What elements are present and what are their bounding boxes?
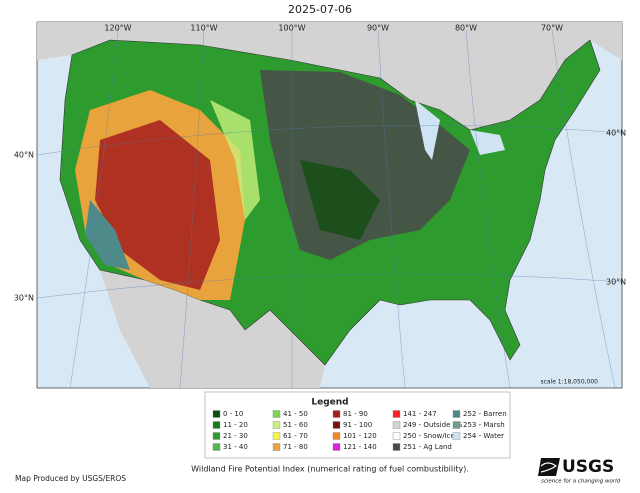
great-lakes [415,100,505,160]
legend-swatch [452,410,461,418]
legend-label: 91 - 100 [343,421,372,429]
legend-swatch [392,410,401,418]
legend-label: 253 - Marsh [463,421,505,429]
fire-core [95,120,220,290]
latitude-label: 30°N [14,294,34,303]
longitude-label: 120°W [104,24,131,33]
map-title: 2025-07-06 [288,3,352,16]
legend-label: 252 - Barren [463,410,507,418]
legend-swatch [272,432,281,440]
legend-items: 0 - 10 11 - 20 21 - 30 31 - 40 41 - 50 51 - 6… [212,410,507,451]
latitude-label: 30°N [606,278,626,287]
legend-swatch [392,443,401,451]
latitude-label: 40°N [606,129,626,138]
dense-green [300,160,380,240]
legend-label: 141 - 247 [403,410,437,418]
latitude-label: 40°N [14,151,34,160]
map-frame: scale 1:18,050,000 [36,21,623,389]
legend-label: 81 - 90 [343,410,368,418]
legend-label: 71 - 80 [283,443,308,451]
legend-swatch [452,432,461,440]
legend-label: 251 - Ag Land [403,443,452,451]
barren [85,200,130,270]
scale-label: scale 1:18,050,000 [540,379,598,386]
ag-land [260,70,470,260]
graticule [36,29,623,389]
legend-label: 51 - 60 [283,421,308,429]
legend-swatch [212,421,221,429]
logo-mark [538,458,560,476]
legend-label: 249 - Outside US [403,421,463,429]
legend-label: 21 - 30 [223,432,248,440]
legend-swatch [452,421,461,429]
logo-tagline: science for a changing world [541,479,621,485]
legend-label: 11 - 20 [223,421,248,429]
credit: Map Produced by USGS/EROS [15,474,126,483]
legend-label: 0 - 10 [223,410,243,418]
longitude-label: 90°W [367,24,389,33]
longitude-label: 100°W [278,24,305,33]
legend-label: 41 - 50 [283,410,308,418]
legend-swatch [272,421,281,429]
caption: Wildland Fire Potential Index (numerical… [191,465,469,474]
legend-label: 121 - 140 [343,443,377,451]
longitude-label: 110°W [190,24,217,33]
longitude-label: 80°W [455,24,477,33]
legend-swatch [392,421,401,429]
legend-swatch [332,421,341,429]
legend-swatch [272,443,281,451]
legend-label: 31 - 40 [223,443,248,451]
canada [37,22,622,130]
legend-swatch [212,432,221,440]
legend-label: 61 - 70 [283,432,308,440]
longitude-label: 70°W [541,24,563,33]
logo-wave [540,462,558,473]
legend-swatch [332,410,341,418]
graticule-labels: 120°W 110°W 100°W 90°W 80°W 70°W 40°N 40°N 30°N 3… [14,24,626,303]
legend-swatch [392,432,401,440]
legend-label: 250 - Snow/Ice [403,432,455,440]
legend-swatch [212,410,221,418]
legend-title: Legend [311,398,348,408]
mexico [100,270,325,388]
legend-swatch [332,443,341,451]
logo-name: USGS [562,457,614,477]
legend-swatch [272,410,281,418]
legend-swatch [212,443,221,451]
legend-label: 101 - 120 [343,432,377,440]
moderate-zone [210,100,260,220]
usgs-logo: USGS science for a changing world [538,457,621,485]
legend-label: 254 - Water [463,432,504,440]
legend-swatch [332,432,341,440]
